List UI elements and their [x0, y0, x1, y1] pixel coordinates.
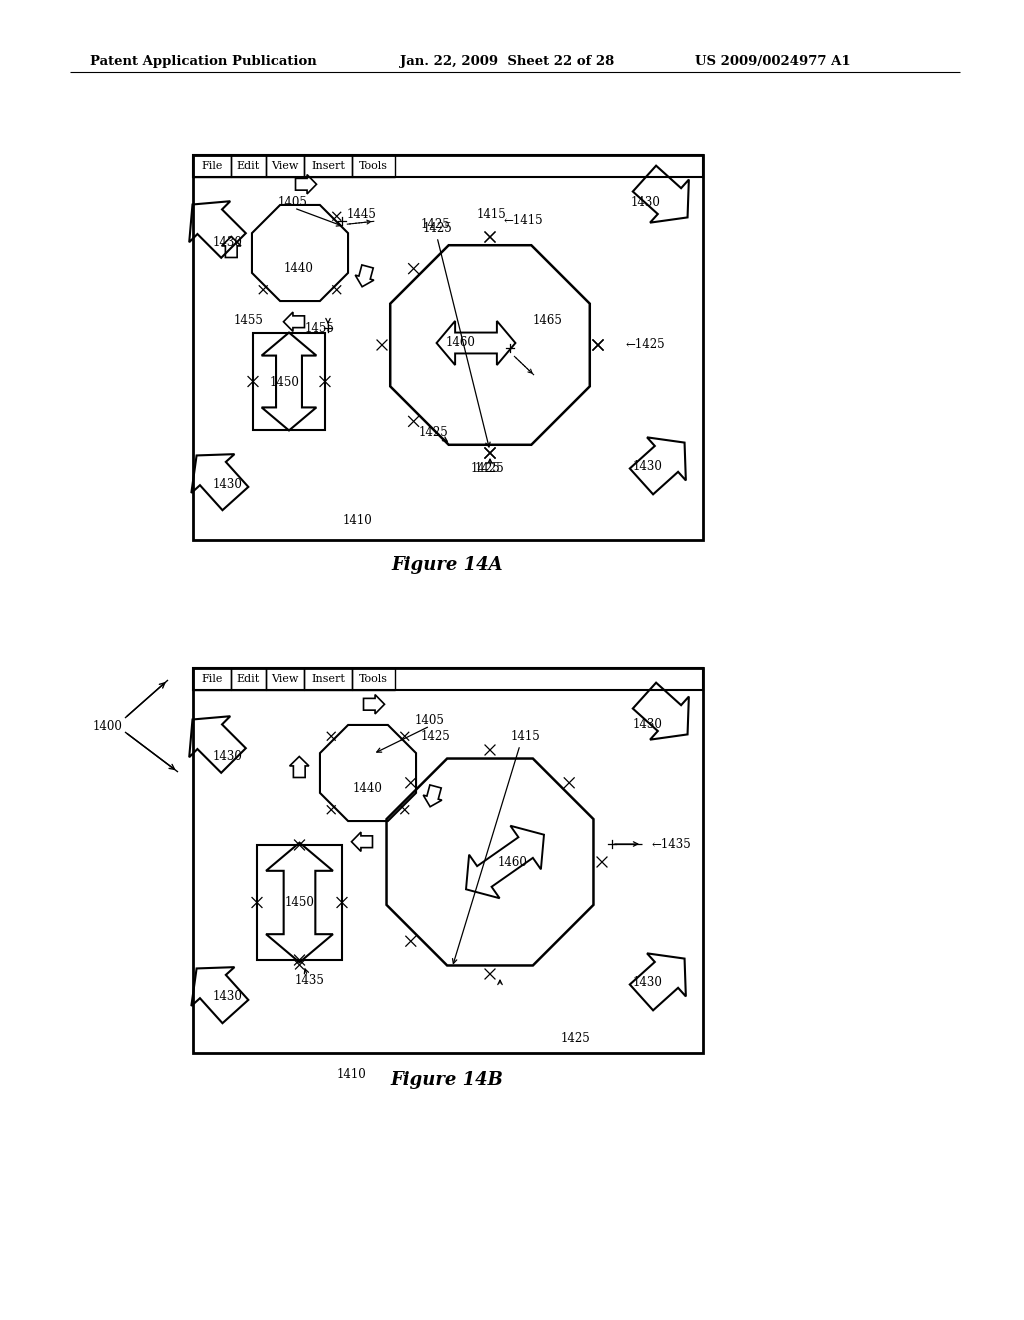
Text: 1440: 1440	[284, 261, 314, 275]
Text: File: File	[202, 675, 222, 684]
Bar	[231, 154, 266, 177]
Text: Figure 14A: Figure 14A	[391, 556, 503, 574]
Text: 1425: 1425	[560, 1031, 590, 1044]
Text: 1455: 1455	[234, 314, 264, 327]
Text: 1425: 1425	[422, 222, 452, 235]
Text: Tools: Tools	[359, 161, 388, 172]
Text: 1415: 1415	[477, 209, 507, 222]
Text: Edit: Edit	[237, 675, 260, 684]
Text: 1425: 1425	[421, 730, 451, 743]
Text: Edit: Edit	[237, 161, 260, 172]
Bar	[193, 668, 703, 1053]
Text: ←1435: ←1435	[652, 837, 692, 850]
Bar	[304, 668, 352, 690]
Text: 1415: 1415	[510, 730, 540, 743]
Bar	[193, 154, 703, 177]
Text: 1440: 1440	[353, 781, 383, 795]
Text: 1430: 1430	[213, 751, 243, 763]
Text: Insert: Insert	[311, 161, 345, 172]
Text: Patent Application Publication: Patent Application Publication	[90, 55, 316, 69]
Text: Figure 14B: Figure 14B	[390, 1071, 504, 1089]
Text: 1430: 1430	[633, 459, 663, 473]
Bar	[193, 668, 231, 690]
Bar	[253, 333, 325, 430]
Bar	[193, 668, 703, 690]
Text: View: View	[271, 675, 299, 684]
Text: File: File	[202, 161, 222, 172]
Text: 1430: 1430	[213, 236, 243, 249]
Text: ←1425: ←1425	[626, 338, 666, 351]
Text: 1460: 1460	[498, 855, 528, 869]
Text: ←1415: ←1415	[504, 214, 544, 227]
Bar	[266, 154, 304, 177]
Text: 1450: 1450	[285, 895, 315, 908]
Text: 1405: 1405	[415, 714, 445, 726]
Text: 1425: 1425	[475, 462, 505, 474]
Text: 1430: 1430	[633, 718, 663, 730]
Bar	[304, 154, 352, 177]
Bar	[193, 154, 703, 540]
Text: 1425: 1425	[419, 426, 449, 440]
Text: Tools: Tools	[359, 675, 388, 684]
Bar	[352, 154, 395, 177]
Text: 1465: 1465	[534, 314, 563, 326]
Text: 1460: 1460	[446, 335, 476, 348]
Bar	[352, 668, 395, 690]
Text: 1455: 1455	[304, 322, 334, 334]
Text: 1400: 1400	[93, 719, 123, 733]
Text: 1430: 1430	[633, 977, 663, 990]
Text: 1430: 1430	[213, 478, 243, 491]
Bar	[257, 845, 342, 960]
Bar	[193, 154, 231, 177]
Text: 1405: 1405	[279, 195, 308, 209]
Text: 1410: 1410	[337, 1068, 367, 1081]
Text: 1450: 1450	[270, 375, 300, 388]
Text: US 2009/0024977 A1: US 2009/0024977 A1	[695, 55, 851, 69]
Text: View: View	[271, 161, 299, 172]
Text: 1425: 1425	[420, 218, 450, 231]
Text: 1410: 1410	[343, 513, 373, 527]
Text: 1430: 1430	[631, 197, 660, 210]
Text: Jan. 22, 2009  Sheet 22 of 28: Jan. 22, 2009 Sheet 22 of 28	[400, 55, 614, 69]
Text: 1430: 1430	[213, 990, 243, 1003]
Text: 1425: 1425	[470, 462, 500, 475]
Text: Insert: Insert	[311, 675, 345, 684]
Bar	[231, 668, 266, 690]
Text: 1435: 1435	[295, 974, 325, 986]
Bar	[266, 668, 304, 690]
Text: 1445: 1445	[347, 207, 377, 220]
